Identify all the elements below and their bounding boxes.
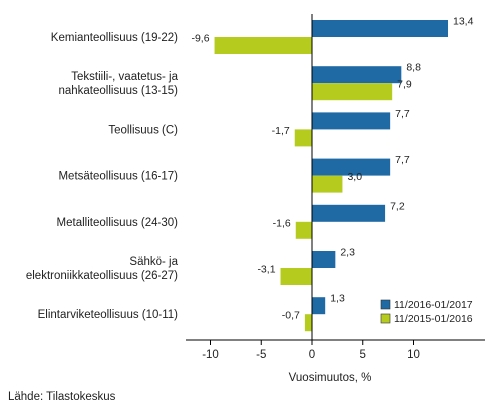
category-label: nahkateollisuus (13-15) xyxy=(58,85,178,97)
category-label: Tekstiili-, vaatetus- ja xyxy=(71,71,178,83)
bar-series-2 xyxy=(294,129,312,147)
x-tick-label: -5 xyxy=(256,349,266,361)
bar-series-1 xyxy=(312,66,402,84)
legend-swatch xyxy=(380,299,391,310)
bar-series-1 xyxy=(312,251,336,268)
data-label: -3,1 xyxy=(257,264,275,276)
legend: 11/2016-01/2017 11/2015-01/2016 xyxy=(380,299,473,325)
bars xyxy=(214,20,449,332)
source-note: Lähde: Tilastokeskus xyxy=(8,391,116,403)
category-label: Teollisuus (C) xyxy=(108,124,178,136)
bar-series-2 xyxy=(304,314,312,332)
data-label: 8,8 xyxy=(406,62,421,74)
bar-series-2 xyxy=(312,83,393,101)
category-labels: Kemianteollisuus (19-22) Tekstiili-, vaat… xyxy=(26,32,179,321)
bar-series-1 xyxy=(312,20,449,37)
bar-series-2 xyxy=(214,37,312,54)
x-tick-label: 0 xyxy=(309,349,315,361)
legend-swatch xyxy=(380,313,391,324)
x-tick-label: -10 xyxy=(202,349,219,361)
x-tick-label: 5 xyxy=(360,349,366,361)
data-label: 13,4 xyxy=(453,16,474,28)
x-axis: -10 -5 0 5 10 Vuosimuutos, % xyxy=(186,14,485,384)
x-axis-title: Vuosimuutos, % xyxy=(289,372,372,384)
data-label: -1,7 xyxy=(272,125,290,137)
data-label: 7,9 xyxy=(397,79,412,91)
data-label: -9,6 xyxy=(191,33,209,45)
category-label: Metsäteollisuus (16-17) xyxy=(58,171,178,183)
data-label: 7,7 xyxy=(395,154,410,166)
bar-series-2 xyxy=(312,175,343,193)
legend-label: 11/2015-01/2016 xyxy=(394,313,473,325)
data-label: 2,3 xyxy=(340,247,355,259)
category-label: Sähkö- ja xyxy=(129,256,178,268)
data-label: 1,3 xyxy=(330,293,345,305)
bar-series-1 xyxy=(312,158,391,176)
category-label: Metalliteollisuus (24-30) xyxy=(57,217,179,229)
category-label: Elintarviketeollisuus (10-11) xyxy=(38,309,179,321)
legend-label: 11/2016-01/2017 xyxy=(394,299,473,311)
value-labels: 13,4 -9,6 8,8 7,9 7,7 -1,7 7,7 3,0 7,2 -1,6 2,3 -3,… xyxy=(191,16,473,322)
data-label: -1,6 xyxy=(273,217,291,229)
data-label: 3,0 xyxy=(347,171,362,183)
bar-series-1 xyxy=(312,204,386,222)
bar-series-2 xyxy=(295,221,312,239)
bar-series-1 xyxy=(312,297,326,315)
category-label: Kemianteollisuus (19-22) xyxy=(51,32,178,44)
x-tick-label: 10 xyxy=(407,349,420,361)
data-label: 7,7 xyxy=(395,108,410,120)
bar-series-1 xyxy=(312,112,391,130)
category-label: elektroniikkateollisuus (26-27) xyxy=(26,270,178,282)
data-label: 7,2 xyxy=(390,200,405,212)
bar-series-2 xyxy=(280,268,312,285)
data-label: -0,7 xyxy=(282,310,300,322)
